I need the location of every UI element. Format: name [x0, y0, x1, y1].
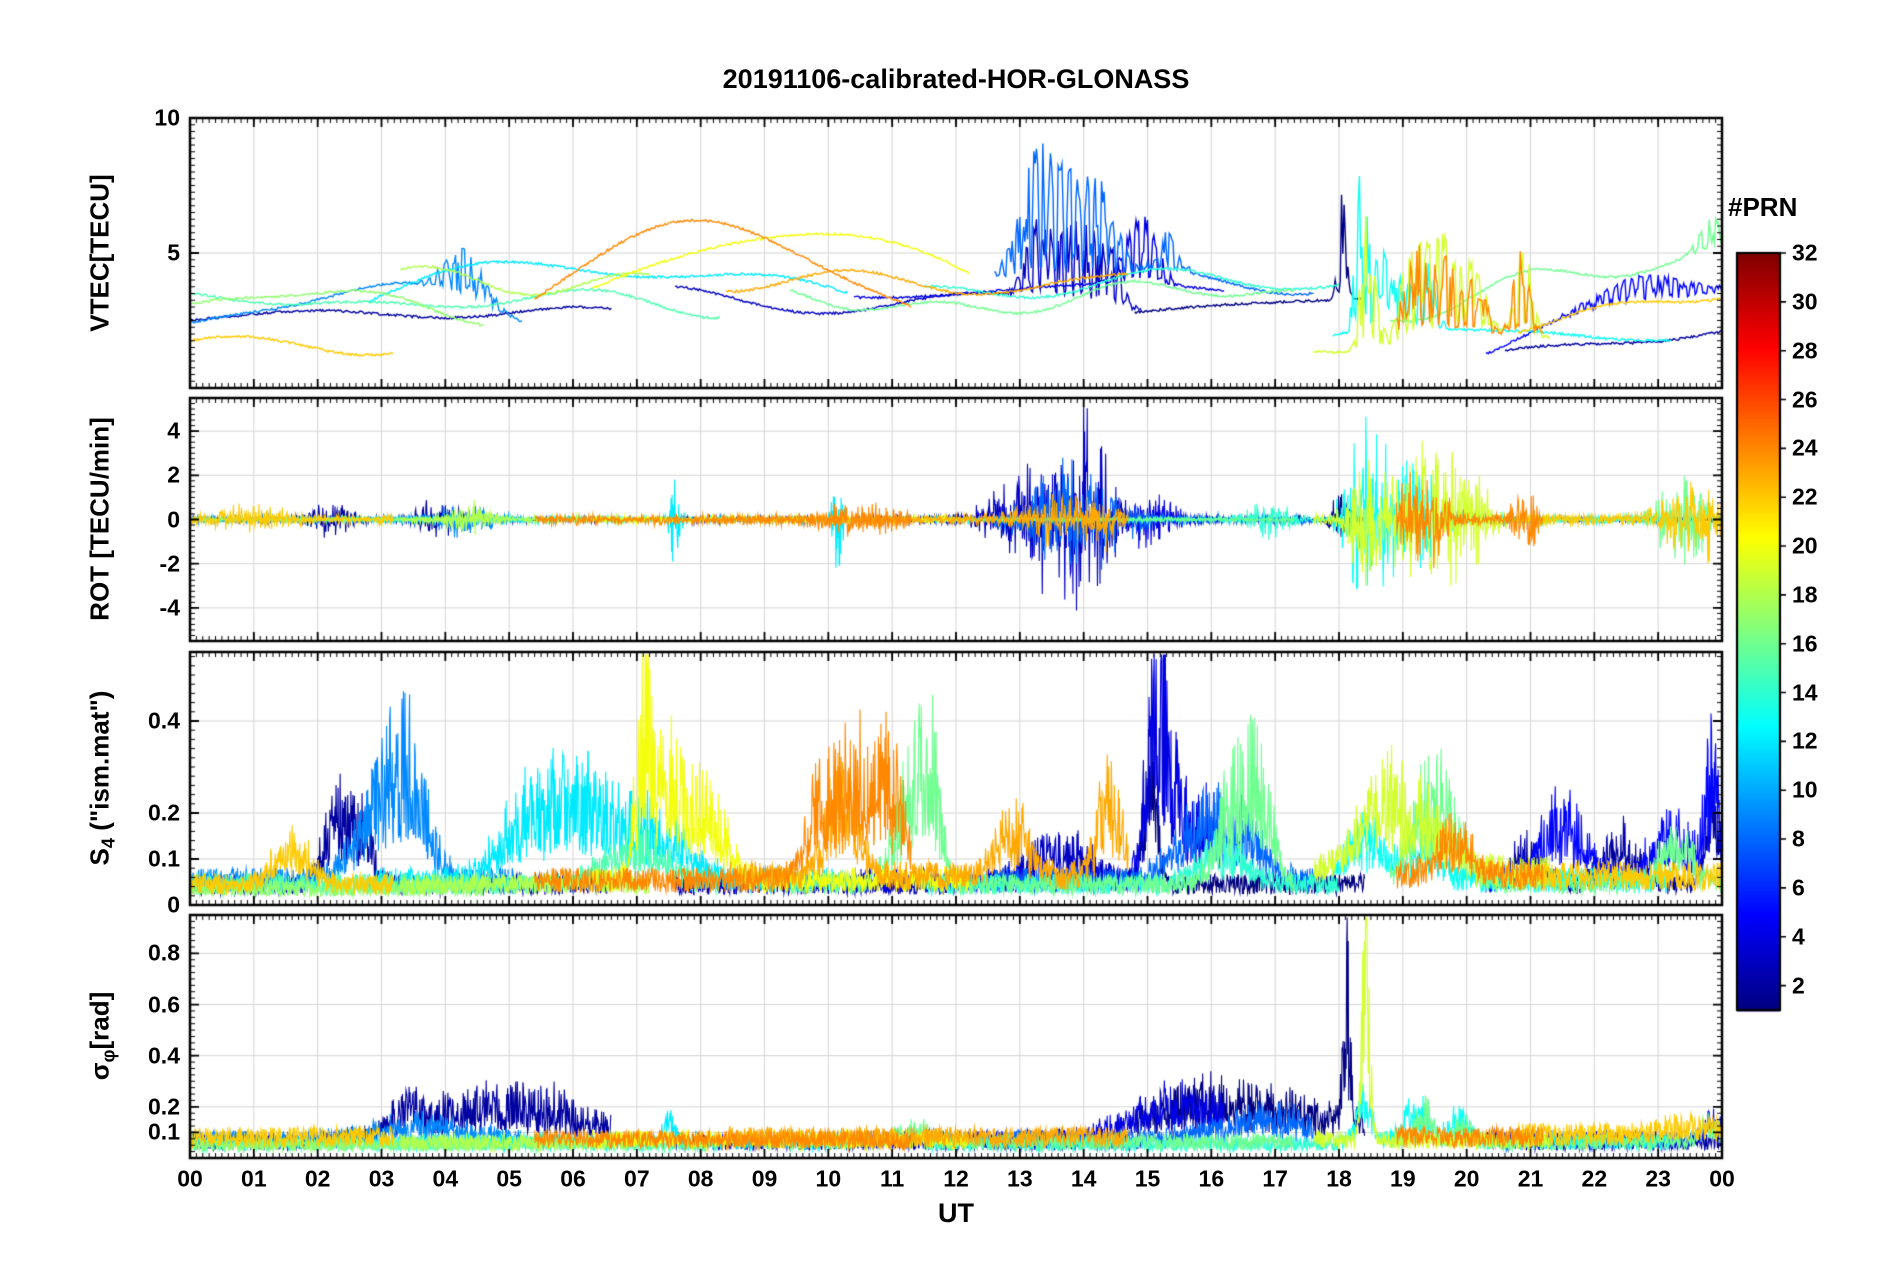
x-tick-label: 05 [496, 1165, 522, 1192]
colorbar-tick-label: 14 [1792, 679, 1818, 706]
colorbar-tick-label: 4 [1792, 923, 1805, 950]
x-tick-label: 15 [1134, 1165, 1161, 1192]
x-tick-label: 21 [1517, 1165, 1544, 1192]
y-tick-label-sigma: 0.1 [148, 1118, 180, 1145]
x-tick-label: 00 [1709, 1165, 1735, 1192]
y-tick-label-sigma: 0.6 [148, 991, 180, 1018]
x-tick-label: 19 [1390, 1165, 1416, 1192]
x-tick-label: 01 [241, 1165, 267, 1192]
colorbar-tick-label: 18 [1792, 581, 1818, 608]
y-tick-label-s4: 0.4 [148, 707, 180, 734]
x-tick-label: 13 [1007, 1165, 1033, 1192]
colorbar-tick-label: 12 [1792, 727, 1818, 754]
y-tick-label-vtec: 10 [154, 104, 180, 131]
x-tick-label: 12 [943, 1165, 969, 1192]
y-tick-label-s4: 0.1 [148, 845, 180, 872]
x-tick-label: 16 [1198, 1165, 1225, 1192]
x-tick-label: 09 [751, 1165, 778, 1192]
colorbar-tick-label: 30 [1792, 288, 1818, 315]
colorbar-tick-label: 22 [1792, 483, 1818, 510]
x-axis-label: UT [938, 1198, 974, 1228]
y-tick-label-sigma: 0.8 [148, 939, 180, 966]
y-axis-label-s4: S4 ("ism.mat") [84, 690, 119, 866]
colorbar-tick-label: 28 [1792, 337, 1818, 364]
x-tick-label: 02 [304, 1165, 331, 1192]
colorbar-tick-label: 2 [1792, 972, 1805, 999]
x-tick-label: 23 [1645, 1165, 1671, 1192]
y-tick-label-rot: -4 [159, 594, 180, 621]
x-tick-label: 06 [560, 1165, 586, 1192]
x-tick-label: 08 [687, 1165, 714, 1192]
x-tick-label: 03 [368, 1165, 395, 1192]
x-tick-label: 04 [432, 1165, 459, 1192]
y-tick-label-vtec: 5 [167, 239, 180, 266]
y-tick-label-sigma: 0.2 [148, 1093, 180, 1120]
colorbar-tick-label: 32 [1792, 239, 1818, 266]
x-tick-label: 18 [1326, 1165, 1352, 1192]
y-tick-label-rot: 2 [167, 461, 180, 488]
colorbar-tick-label: 10 [1792, 776, 1818, 803]
y-tick-label-rot: -2 [159, 550, 180, 577]
y-tick-label-rot: 0 [167, 506, 180, 532]
colorbar-tick-label: 26 [1792, 386, 1818, 413]
colorbar-tick-label: 20 [1792, 532, 1818, 559]
x-tick-label: 20 [1453, 1165, 1480, 1192]
colorbar-tick-label: 16 [1792, 630, 1818, 657]
y-tick-label-s4: 0.2 [148, 799, 180, 826]
y-axis-label-rot: ROT [TECU/min] [84, 417, 119, 621]
chart-title: 20191106-calibrated-HOR-GLONASS [722, 64, 1190, 94]
colorbar-title: #PRN [1728, 192, 1798, 222]
y-axis-label-sigma-text: σ [84, 1062, 115, 1081]
y-axis-label-sigma-phi: σφ[rad] [84, 991, 119, 1081]
colorbar-tick-label: 6 [1792, 874, 1805, 901]
y-tick-label-sigma: 0.4 [148, 1042, 180, 1069]
y-axis-label-s4-text: S [84, 848, 115, 866]
x-tick-label: 10 [815, 1165, 842, 1192]
colorbar-tick-label: 8 [1792, 825, 1805, 852]
x-tick-label: 22 [1581, 1165, 1608, 1192]
y-axis-label-rot-text: ROT [TECU/min] [84, 417, 115, 621]
colorbar-tick-label: 24 [1792, 434, 1818, 461]
y-axis-label-vtec-text: VTEC[TECU] [84, 174, 115, 332]
y-tick-label-rot: 4 [167, 417, 180, 444]
x-tick-label: 17 [1262, 1165, 1288, 1192]
x-tick-label: 00 [177, 1165, 203, 1192]
x-tick-label: 14 [1070, 1165, 1097, 1192]
y-axis-label-vtec: VTEC[TECU] [84, 174, 119, 331]
x-tick-label: 07 [624, 1165, 650, 1192]
x-tick-label: 11 [879, 1165, 905, 1192]
y-tick-label-s4: 0 [167, 891, 180, 918]
